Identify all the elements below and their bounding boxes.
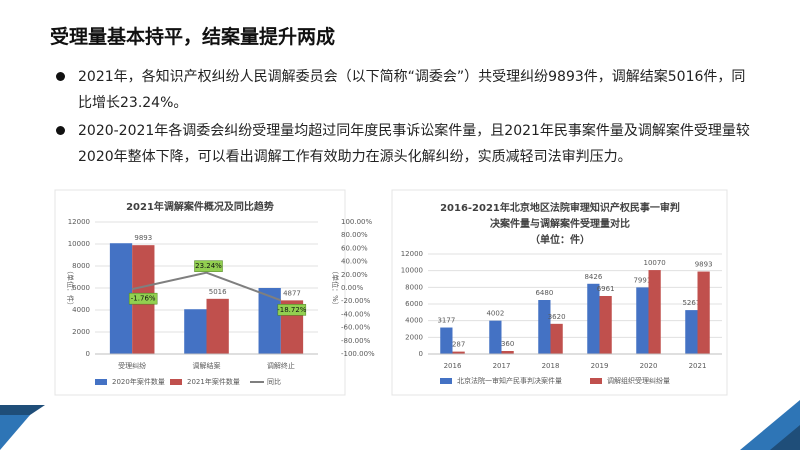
y-tick-label: 10000 xyxy=(68,240,90,248)
y-tick-label: 0 xyxy=(86,350,90,358)
legend-label: 2021年案件数量 xyxy=(187,377,240,386)
data-label: 287 xyxy=(452,341,465,349)
data-label: 10070 xyxy=(643,259,665,267)
label-box xyxy=(194,260,223,272)
y-tick-label: 0 xyxy=(419,350,423,358)
y-tick-label: 8000 xyxy=(72,262,90,270)
data-label: 5267 xyxy=(682,299,700,307)
x-tick-label: 调解终止 xyxy=(267,361,295,370)
legend-label: 北京法院一审知产民事判决案件量 xyxy=(457,376,562,385)
x-tick-label: 2021 xyxy=(689,362,707,370)
bullet: 2020-2021年各调委会纠纷受理量均超过同年度民事诉讼案件量，且2021年民… xyxy=(52,118,752,170)
data-label: 5016 xyxy=(209,288,227,296)
x-tick-label: 2017 xyxy=(493,362,511,370)
x-tick-label: 受理纠纷 xyxy=(118,361,146,370)
y2-tick-label: -40.00% xyxy=(341,310,371,318)
y-tick-label: 12000 xyxy=(401,250,423,258)
legend-label: 调解组织受理纠纷量 xyxy=(607,376,670,385)
x-tick-label: 2018 xyxy=(542,362,560,370)
y2-tick-label: 80.00% xyxy=(341,231,368,239)
y-tick-label: 8000 xyxy=(405,283,423,291)
chart-title: 2021年调解案件概况及同比趋势 xyxy=(126,200,274,213)
bar xyxy=(184,309,207,354)
y-tick-label: 2000 xyxy=(72,328,90,336)
y2-tick-label: 40.00% xyxy=(341,258,368,266)
bar xyxy=(697,271,710,354)
line xyxy=(131,271,282,302)
data-label: 3177 xyxy=(437,317,455,325)
chart-title: 决案件量与调解案件受理量对比 xyxy=(490,217,630,230)
y2-tick-label: -100.00% xyxy=(341,350,375,358)
y2-axis-label: （单位：%） xyxy=(331,267,340,309)
x-tick-label: 2016 xyxy=(444,362,462,370)
y-tick-label: 2000 xyxy=(405,333,423,341)
legend-swatch xyxy=(170,379,182,385)
bar xyxy=(538,300,551,354)
chart-frame xyxy=(54,189,346,396)
x-tick-label: 调解结案 xyxy=(193,361,221,370)
data-label: 360 xyxy=(501,340,514,348)
y2-tick-label: -20.00% xyxy=(341,297,371,305)
bar xyxy=(501,351,514,354)
y-tick-label: 12000 xyxy=(68,218,90,226)
data-label: -1.76% xyxy=(131,295,156,303)
y2-tick-label: 60.00% xyxy=(341,244,368,252)
y2-tick-label: -60.00% xyxy=(341,324,371,332)
data-label: 6961 xyxy=(597,285,615,293)
data-label: 6480 xyxy=(535,289,553,297)
data-label: 8426 xyxy=(584,273,602,281)
bullet: 2021年，各知识产权纠纷人民调解委员会（以下简称“调委会”）共受理纠纷9893… xyxy=(52,64,752,116)
bar xyxy=(685,310,698,354)
bullet-list: 2021年，各知识产权纠纷人民调解委员会（以下简称“调委会”）共受理纠纷9893… xyxy=(52,64,752,172)
data-label: 9893 xyxy=(134,234,152,242)
bar xyxy=(109,243,133,354)
bar xyxy=(636,287,649,354)
bar xyxy=(489,320,502,354)
legend-label: 同比 xyxy=(267,377,281,386)
bar xyxy=(452,351,465,354)
bar xyxy=(648,270,661,354)
data-label: -18.72% xyxy=(277,306,307,314)
y2-tick-label: 0.00% xyxy=(341,284,364,292)
bar xyxy=(587,283,600,354)
slide-title: 受理量基本持平，结案量提升两成 xyxy=(50,26,336,48)
y2-tick-label: 100.00% xyxy=(341,218,372,226)
legend-swatch xyxy=(590,378,602,384)
label-box xyxy=(277,304,307,316)
y-tick-label: 10000 xyxy=(401,267,423,275)
chart-title: 2016-2021年北京地区法院审理知识产权民事一审判 xyxy=(440,201,680,214)
y-tick-label: 6000 xyxy=(405,300,423,308)
x-tick-label: 2020 xyxy=(640,362,658,370)
bar xyxy=(206,298,229,354)
y-axis-label: （单位：件） xyxy=(66,267,75,309)
bar xyxy=(550,323,563,354)
chart-subtitle: （单位：件） xyxy=(530,233,590,246)
y-tick-label: 4000 xyxy=(72,306,90,314)
decoration xyxy=(770,425,800,450)
data-label: 23.24% xyxy=(195,262,222,270)
bar xyxy=(440,327,453,354)
y-tick-label: 4000 xyxy=(405,317,423,325)
data-label: 3620 xyxy=(548,313,566,321)
y2-tick-label: 20.00% xyxy=(341,271,368,279)
data-label: 4002 xyxy=(486,310,504,318)
legend-swatch xyxy=(440,378,452,384)
data-label: 7991 xyxy=(633,276,651,284)
chart-frame xyxy=(391,189,728,396)
label-box xyxy=(128,292,158,305)
decoration xyxy=(0,415,30,450)
y2-tick-label: -80.00% xyxy=(341,337,371,345)
legend-label: 2020年案件数量 xyxy=(112,377,165,386)
data-label: 9893 xyxy=(695,261,713,269)
data-label: 4877 xyxy=(283,289,301,297)
y-tick-label: 6000 xyxy=(72,284,90,292)
x-tick-label: 2019 xyxy=(591,362,609,370)
bar xyxy=(258,288,281,354)
legend-swatch xyxy=(95,379,107,385)
bar xyxy=(599,295,612,354)
